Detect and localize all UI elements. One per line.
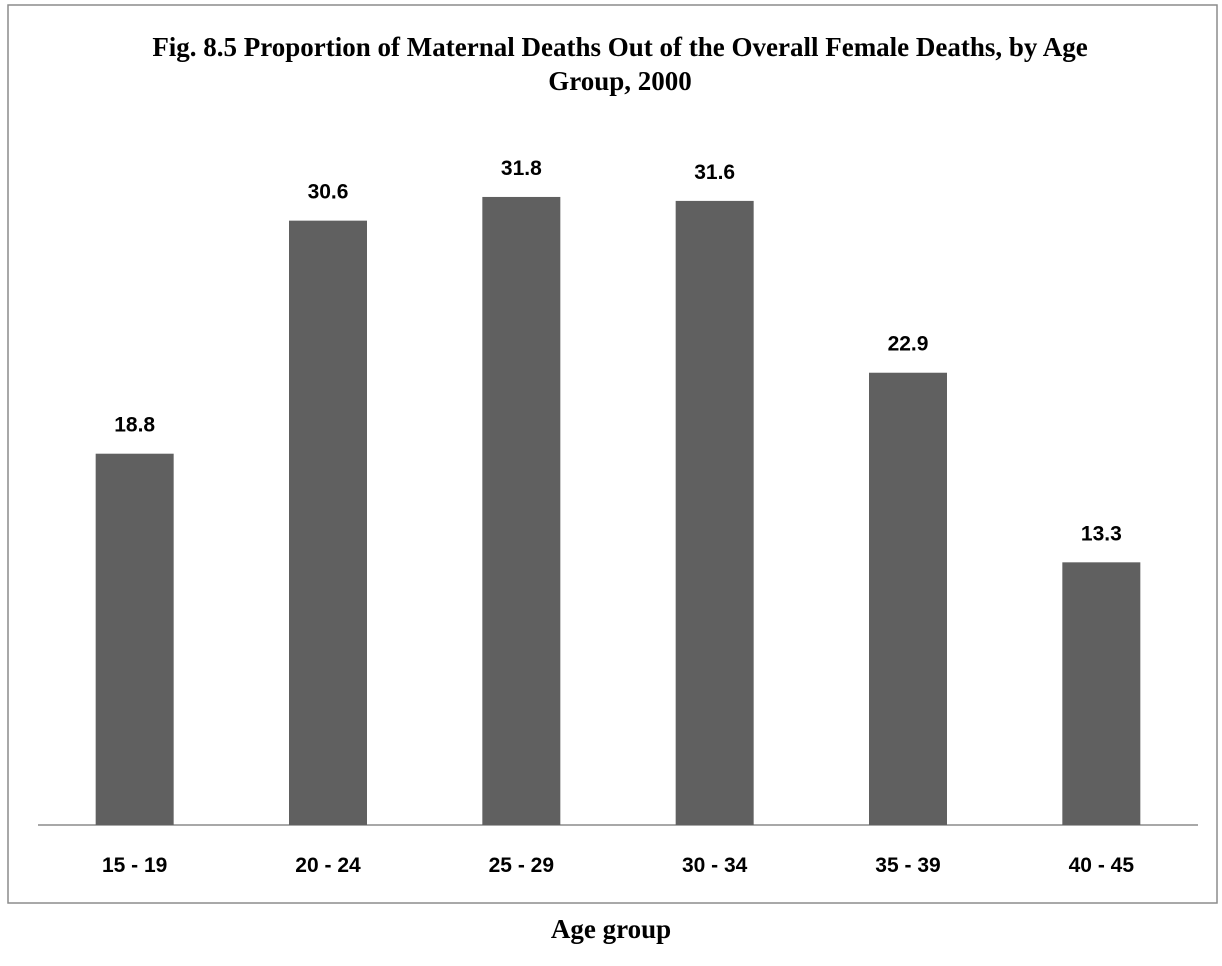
- chart-title: Fig. 8.5 Proportion of Maternal Deaths O…: [152, 32, 1088, 96]
- data-label: 22.9: [888, 333, 929, 356]
- x-tick-label: 25 - 29: [489, 854, 554, 877]
- data-label: 18.8: [114, 414, 155, 437]
- x-tick-label: 15 - 19: [102, 854, 167, 877]
- x-tick-label: 40 - 45: [1069, 854, 1135, 877]
- data-label: 31.8: [501, 157, 542, 180]
- bar: [1062, 562, 1141, 825]
- x-tick-label: 20 - 24: [295, 854, 361, 877]
- bar: [869, 372, 947, 825]
- bar: [289, 220, 367, 825]
- chart-frame: [7, 4, 1218, 904]
- x-tick-label: 30 - 34: [682, 854, 748, 877]
- bar: [482, 196, 561, 825]
- data-label: 13.3: [1081, 522, 1122, 545]
- bar: [675, 200, 754, 825]
- bar: [95, 453, 174, 825]
- x-axis-title: Age group: [551, 914, 671, 944]
- data-label: 30.6: [308, 181, 349, 204]
- data-label: 31.6: [694, 161, 735, 184]
- x-tick-label: 35 - 39: [875, 854, 940, 877]
